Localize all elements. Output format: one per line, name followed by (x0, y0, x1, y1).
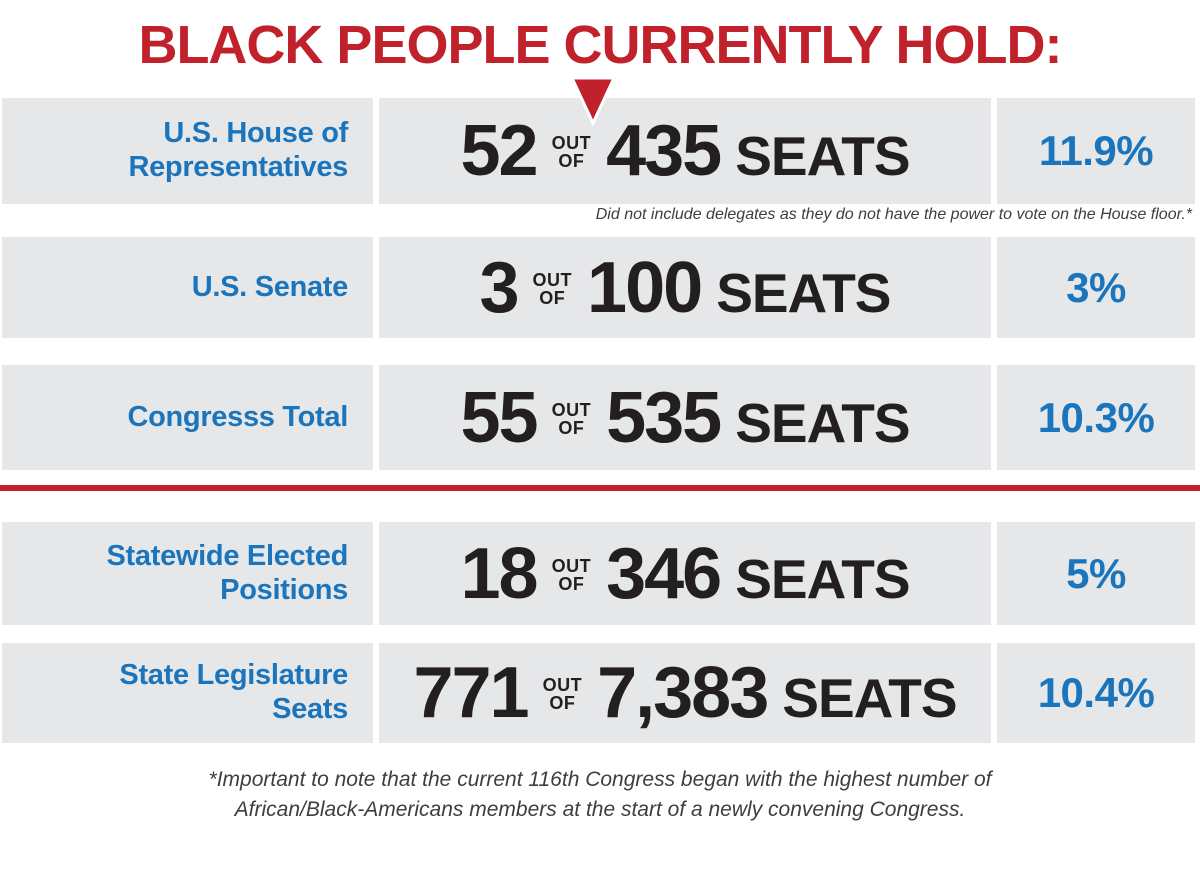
seats-total-value: 100 (587, 247, 703, 328)
footer-note: *Important to note that the current 116t… (208, 768, 992, 821)
row-stat-cell: 18 OUT OF 346 SEATS (379, 522, 991, 625)
row-label-cell: Congresss Total (2, 365, 373, 470)
row-label: U.S. House of Representatives (128, 117, 348, 183)
row-stat-cell: 55 OUT OF 535 SEATS (379, 365, 991, 470)
seats-total-value: 346 (606, 533, 722, 614)
row-label: U.S. Senate (191, 270, 349, 303)
percent-value: 11.9% (1038, 127, 1154, 174)
stat-group: 55 OUT OF 535 SEATS (460, 377, 910, 458)
row-label-cell: U.S. House of Representatives (2, 98, 373, 204)
row-percent-cell: 10.3% (997, 365, 1195, 470)
row-label-cell: Statewide Elected Positions (2, 522, 373, 625)
seats-word: SEATS (735, 547, 910, 610)
seats-total-value: 435 (606, 111, 722, 191)
out-of-label: OUT OF (551, 133, 592, 171)
percent-value: 10.3% (1037, 393, 1155, 441)
row-label-cell: U.S. Senate (2, 237, 373, 338)
row-label: State Legislature Seats (119, 659, 348, 725)
seats-total-value: 535 (606, 377, 722, 458)
seats-held-value: 55 (460, 377, 538, 458)
row-percent-cell: 3% (997, 237, 1195, 338)
row-label-cell: State Legislature Seats (2, 643, 373, 743)
stat-group: 771 OUT OF 7,383 SEATS (413, 653, 957, 733)
row-us-senate: U.S. Senate 3 OUT OF 100 SEATS 3% (0, 237, 1200, 338)
seats-word: SEATS (735, 391, 910, 454)
out-of-label: OUT OF (551, 555, 592, 594)
row-state-legislature: State Legislature Seats 771 OUT OF 7,383… (0, 643, 1200, 743)
row-stat-cell: 771 OUT OF 7,383 SEATS (379, 643, 991, 743)
stat-group: 18 OUT OF 346 SEATS (460, 533, 910, 614)
seats-word: SEATS (716, 261, 891, 324)
row-statewide-elected: Statewide Elected Positions 18 OUT OF 34… (0, 522, 1200, 625)
seats-total-value: 7,383 (597, 653, 769, 733)
row-stat-cell: 3 OUT OF 100 SEATS (379, 237, 991, 338)
out-of-label: OUT OF (551, 399, 592, 438)
row-congress-total: Congresss Total 55 OUT OF 535 SEATS 10.3… (0, 365, 1200, 470)
row-percent-cell: 11.9% (997, 98, 1195, 204)
seats-word: SEATS (735, 125, 910, 187)
row-stat-cell: 52 OUT OF 435 SEATS (379, 98, 991, 204)
page-title: BLACK PEOPLE CURRENTLY HOLD: (138, 15, 1062, 75)
seats-held-value: 3 (479, 247, 520, 328)
out-of-label: OUT OF (542, 675, 583, 713)
seats-held-value: 52 (460, 111, 538, 191)
house-footnote: Did not include delegates as they do not… (595, 206, 1192, 223)
percent-value: 3% (1066, 263, 1126, 311)
down-triangle-icon (570, 76, 616, 126)
row-label: Congresss Total (127, 400, 348, 433)
row-percent-cell: 10.4% (997, 643, 1195, 743)
row-percent-cell: 5% (997, 522, 1195, 625)
section-divider (0, 485, 1200, 491)
row-label: Statewide Elected Positions (106, 539, 349, 606)
seats-held-value: 18 (460, 533, 538, 614)
percent-value: 5% (1066, 549, 1126, 597)
seats-held-value: 771 (413, 653, 529, 733)
percent-value: 10.4% (1037, 669, 1155, 716)
stat-group: 3 OUT OF 100 SEATS (479, 247, 892, 328)
stat-group: 52 OUT OF 435 SEATS (460, 111, 910, 191)
seats-word: SEATS (782, 667, 957, 729)
out-of-label: OUT OF (532, 269, 573, 308)
row-us-house: U.S. House of Representatives 52 OUT OF … (0, 98, 1200, 204)
